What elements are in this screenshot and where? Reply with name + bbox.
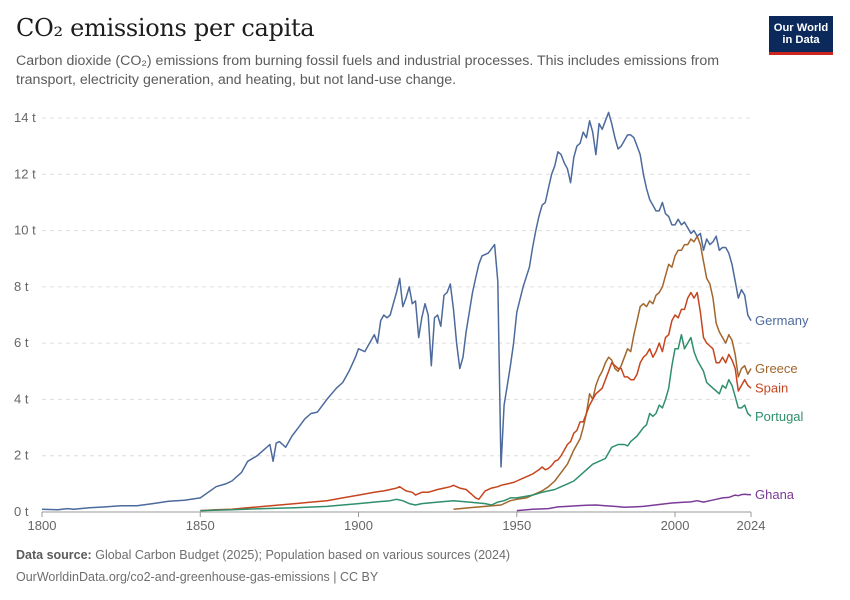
y-tick-label: 8 t (14, 279, 29, 294)
series-label-greece[interactable]: Greece (755, 361, 798, 376)
line-chart: 0 t 2 t 4 t 6 t 8 t 10 t 12 t 14 t 1800 1850 1900 1… (14, 110, 809, 533)
y-tick-label: 12 t (14, 166, 36, 181)
x-tick-label: 1950 (502, 518, 531, 533)
x-tick-label: 2024 (737, 518, 766, 533)
series-lines (41, 111, 752, 512)
logo-line-1: Our World (773, 21, 829, 34)
y-tick-label: 0 t (14, 504, 29, 519)
y-tick-label: 2 t (14, 448, 29, 463)
axes: 0 t 2 t 4 t 6 t 8 t 10 t 12 t 14 t 1800 1850 1900 1… (14, 110, 765, 533)
data-source-text: Global Carbon Budget (2025); Population … (95, 548, 511, 562)
series-labels: Germany Greece Spain Portugal Ghana (755, 313, 809, 502)
chart-title: CO₂ emissions per capita (16, 14, 315, 42)
y-tick-label: 10 t (14, 223, 36, 238)
series-label-ghana[interactable]: Ghana (755, 487, 795, 502)
y-tick-label: 14 t (14, 110, 36, 125)
series-line-greece[interactable] (453, 235, 752, 510)
x-tick-label: 2000 (661, 518, 690, 533)
series-label-spain[interactable]: Spain (755, 381, 788, 396)
x-tick-label: 1900 (344, 518, 373, 533)
data-source-label: Data source: (16, 548, 92, 562)
series-line-portugal[interactable] (200, 333, 752, 512)
gridlines (42, 117, 751, 457)
series-line-ghana[interactable] (516, 493, 751, 512)
data-source: Data source: Global Carbon Budget (2025)… (16, 548, 510, 562)
series-line-spain[interactable] (200, 291, 752, 512)
series-line-germany[interactable] (41, 111, 752, 511)
series-label-germany[interactable]: Germany (755, 313, 809, 328)
series-label-portugal[interactable]: Portugal (755, 409, 804, 424)
x-tick-label: 1800 (28, 518, 57, 533)
source-url[interactable]: OurWorldinData.org/co2-and-greenhouse-ga… (16, 570, 379, 584)
y-tick-label: 4 t (14, 391, 29, 406)
owid-logo[interactable]: Our World in Data (769, 16, 833, 55)
x-tick-label: 1850 (186, 518, 215, 533)
chart-subtitle: Carbon dioxide (CO₂) emissions from burn… (16, 53, 720, 88)
y-tick-label: 6 t (14, 335, 29, 350)
logo-line-2: in Data (782, 34, 820, 46)
